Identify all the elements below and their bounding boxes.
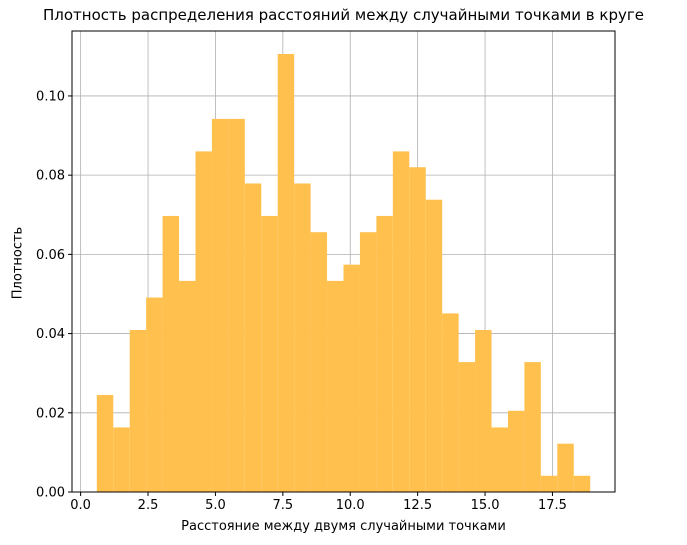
- y-tick-label: 0.04: [36, 327, 65, 342]
- histogram-bar: [113, 427, 130, 492]
- y-tick-label: 0.08: [36, 169, 65, 184]
- histogram-bar: [507, 410, 525, 492]
- y-tick-label: 0.10: [36, 89, 65, 104]
- histogram-bar: [310, 232, 328, 492]
- histogram-bar: [540, 475, 558, 492]
- y-axis-ticks: 0.00 0.02 0.04 0.06 0.08 0.10: [36, 89, 72, 501]
- x-tick-label: 17.5: [538, 498, 567, 513]
- histogram-bar: [146, 297, 163, 492]
- histogram-bar: [343, 264, 360, 492]
- histogram-bar: [261, 215, 278, 492]
- histogram-bar: [359, 232, 377, 492]
- histogram-bar: [573, 475, 591, 492]
- y-tick-label: 0.06: [36, 248, 65, 263]
- histogram-bar: [392, 151, 410, 492]
- histogram-bar: [442, 313, 459, 492]
- x-tick-label: 7.5: [272, 498, 293, 513]
- y-tick-label: 0.02: [36, 406, 65, 421]
- histogram-bar: [162, 215, 180, 492]
- y-axis-label: Плотность: [10, 226, 26, 300]
- histogram-bar: [557, 443, 574, 492]
- histogram-bar: [244, 183, 262, 492]
- histogram-bar: [458, 362, 476, 492]
- histogram-bar: [179, 280, 196, 492]
- histogram-bar: [376, 215, 393, 492]
- y-tick-label: 0.00: [36, 486, 65, 501]
- histogram-bar: [491, 427, 508, 492]
- x-axis-ticks: 0.0 2.5 5.0 7.5 10.0 12.5 15.0 17.5: [70, 492, 567, 513]
- histogram-bar: [294, 183, 311, 492]
- histogram-bar: [524, 362, 541, 492]
- histogram-bar: [129, 330, 147, 492]
- x-tick-label: 0.0: [70, 498, 91, 513]
- chart-title: Плотность распределения расстояний между…: [43, 6, 644, 24]
- histogram-bar: [425, 199, 443, 492]
- histogram-bar: [327, 280, 344, 492]
- histogram-bar: [211, 118, 229, 493]
- histogram-bar: [96, 394, 114, 492]
- histogram-bars: [96, 53, 591, 493]
- histogram-bar: [475, 330, 492, 492]
- histogram-bar: [195, 151, 212, 492]
- plot-frame: [71, 30, 616, 493]
- histogram-bar: [409, 167, 426, 493]
- histogram-bar: [277, 53, 295, 492]
- x-tick-label: 10.0: [336, 498, 365, 513]
- histogram-bar: [228, 118, 245, 493]
- x-axis-label: Расстояние между двумя случайными точкам…: [181, 519, 506, 534]
- x-tick-label: 2.5: [138, 498, 159, 513]
- x-tick-label: 15.0: [471, 498, 500, 513]
- x-tick-label: 12.5: [403, 498, 432, 513]
- x-tick-label: 5.0: [205, 498, 226, 513]
